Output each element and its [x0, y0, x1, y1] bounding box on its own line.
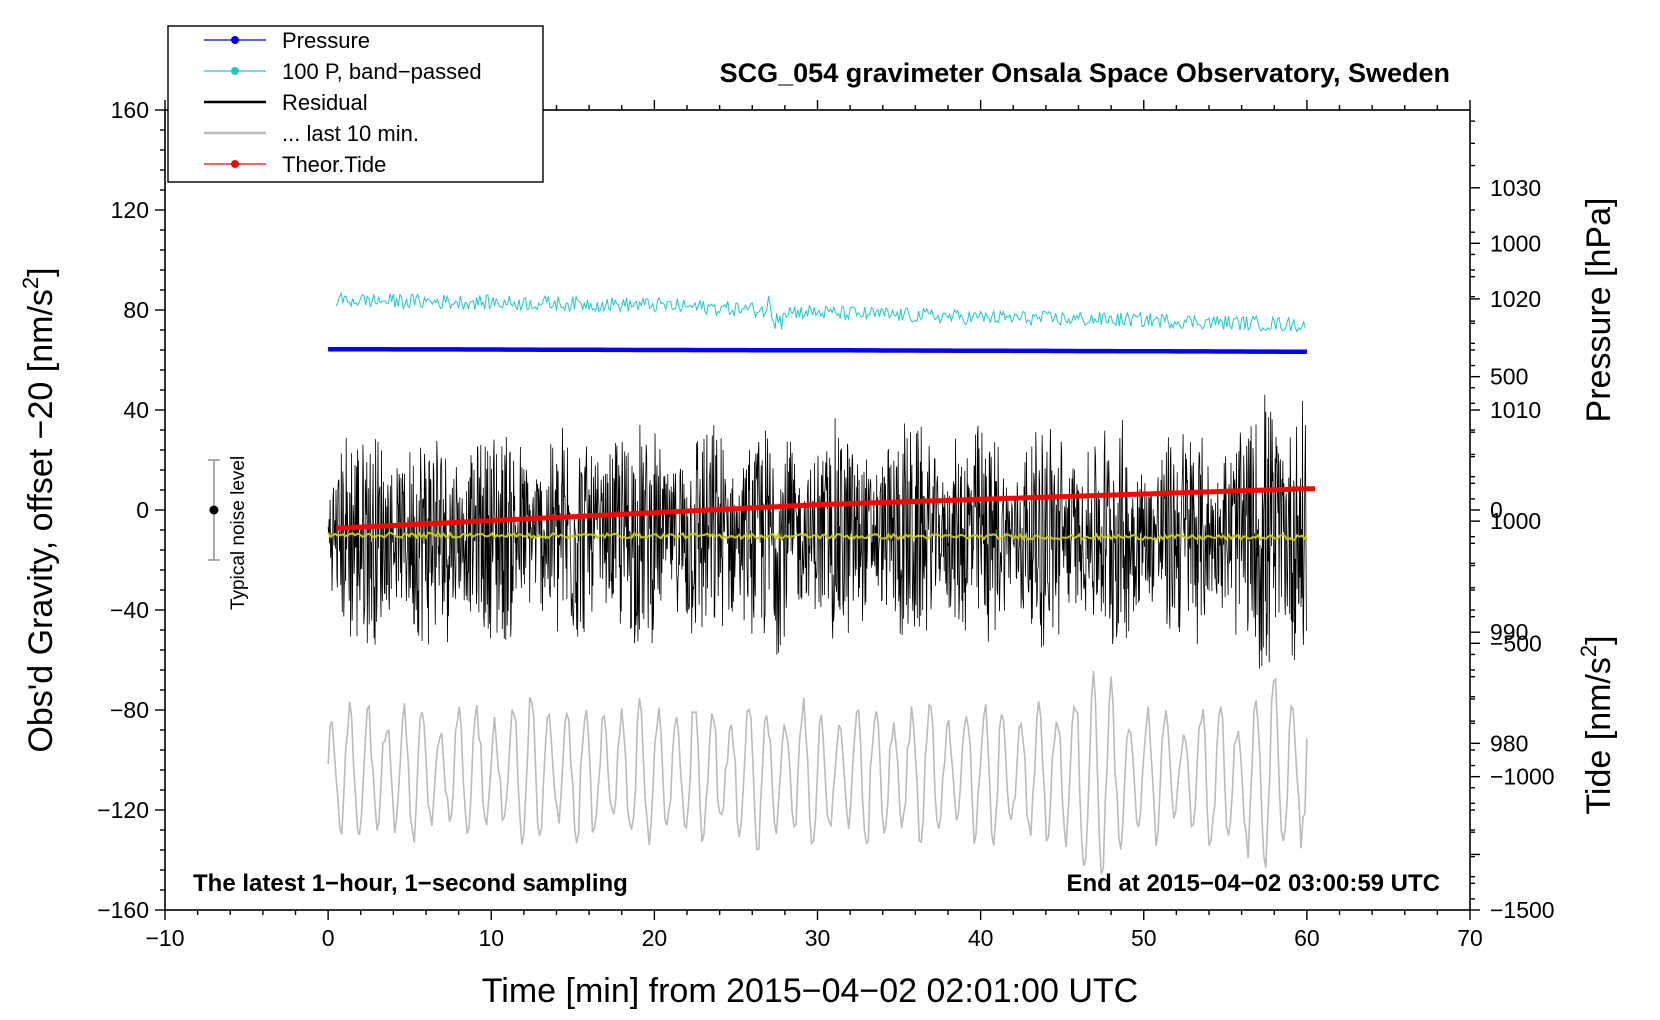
- pressure-tick-label: 1010: [1490, 397, 1541, 423]
- pressure-axis-title: Pressure [hPa]: [1580, 198, 1618, 423]
- noise-center-dot: [209, 505, 219, 515]
- legend-label: ... last 10 min.: [282, 121, 419, 146]
- legend-marker: [231, 36, 239, 44]
- x-tick-label: 60: [1294, 925, 1320, 951]
- annotation-bottom-right: End at 2015−04−02 03:00:59 UTC: [1066, 870, 1440, 897]
- left-y-axis-title-sup: 2: [18, 277, 43, 289]
- x-tick-label: 0: [322, 925, 335, 951]
- series-band-passed-pressure: [335, 291, 1306, 333]
- tide-y-axis: −1500 −1000 −500 0 500 1000: [1470, 230, 1555, 923]
- left-tick-label: 40: [123, 397, 149, 423]
- x-tick-label: 20: [642, 925, 668, 951]
- pressure-y-axis: 980 990 1000 1010 1020 1030: [1470, 120, 1541, 900]
- left-tick-label: 80: [123, 297, 149, 323]
- tide-tick-label: 500: [1490, 364, 1528, 390]
- legend-marker: [231, 160, 239, 168]
- x-tick-label: −10: [145, 925, 184, 951]
- left-tick-label: 120: [111, 197, 149, 223]
- legend-marker: [231, 67, 239, 75]
- legend-label: Pressure: [282, 28, 370, 53]
- pressure-tick-label: 1030: [1490, 175, 1541, 201]
- tide-axis-title-end: ]: [1580, 635, 1618, 644]
- legend-label: Residual: [282, 90, 368, 115]
- left-y-axis-title-end: ]: [22, 267, 60, 276]
- tide-axis-title-sup: 2: [1576, 645, 1601, 657]
- legend-label: Theor.Tide: [282, 152, 386, 177]
- tide-tick-label: −1500: [1490, 897, 1555, 923]
- pressure-tick-label: 990: [1490, 619, 1528, 645]
- x-tick-label: 70: [1457, 925, 1483, 951]
- legend-label: 100 P, band−passed: [282, 59, 482, 84]
- series-theor-tide: [336, 486, 1315, 531]
- annotation-bottom-left: The latest 1−hour, 1−second sampling: [193, 870, 628, 897]
- x-axis-title: Time [min] from 2015−04−02 02:01:00 UTC: [482, 972, 1138, 1010]
- series-residual: [327, 394, 1307, 669]
- legend-box: [167, 25, 544, 183]
- tide-tick-label: −1000: [1490, 764, 1555, 790]
- series-pressure: [328, 347, 1307, 355]
- left-y-axis: −160 −120 −80 −40 0 40 80 120 160: [97, 97, 165, 923]
- left-tick-label: −40: [110, 597, 149, 623]
- x-tick-label: 10: [478, 925, 504, 951]
- tide-tick-label: −500: [1490, 630, 1542, 656]
- tide-tick-label: 1000: [1490, 230, 1541, 256]
- left-tick-label: −160: [97, 897, 149, 923]
- tide-tick-label: 0: [1490, 497, 1503, 523]
- left-tick-label: 0: [136, 497, 149, 523]
- series-last-10-min: [327, 670, 1308, 875]
- series-layer: [327, 291, 1315, 875]
- left-tick-label: 160: [111, 97, 149, 123]
- pressure-tick-label: 1000: [1490, 508, 1541, 534]
- tide-axis-title: Tide [nm/s2]: [1576, 635, 1618, 814]
- tide-axis-title-main: Tide [nm/s: [1580, 657, 1618, 814]
- left-tick-label: −80: [110, 697, 149, 723]
- chart-title: SCG_054 gravimeter Onsala Space Observat…: [720, 58, 1450, 88]
- x-tick-label: 30: [805, 925, 831, 951]
- pressure-tick-label: 1020: [1490, 286, 1541, 312]
- pressure-tick-label: 980: [1490, 730, 1528, 756]
- noise-level-indicator: Typical noise level: [207, 456, 249, 610]
- x-tick-label: 50: [1131, 925, 1157, 951]
- left-y-axis-title-main: Obs'd Gravity, offset −20 [nm/s: [22, 289, 60, 752]
- left-tick-label: −120: [97, 797, 149, 823]
- left-y-axis-title: Obs'd Gravity, offset −20 [nm/s2]: [18, 267, 60, 752]
- noise-label: Typical noise level: [228, 456, 249, 610]
- x-tick-label: 40: [968, 925, 994, 951]
- legend: Pressure 100 P, band−passed Residual ... la…: [167, 25, 544, 183]
- series-residual-mean: [327, 530, 1308, 542]
